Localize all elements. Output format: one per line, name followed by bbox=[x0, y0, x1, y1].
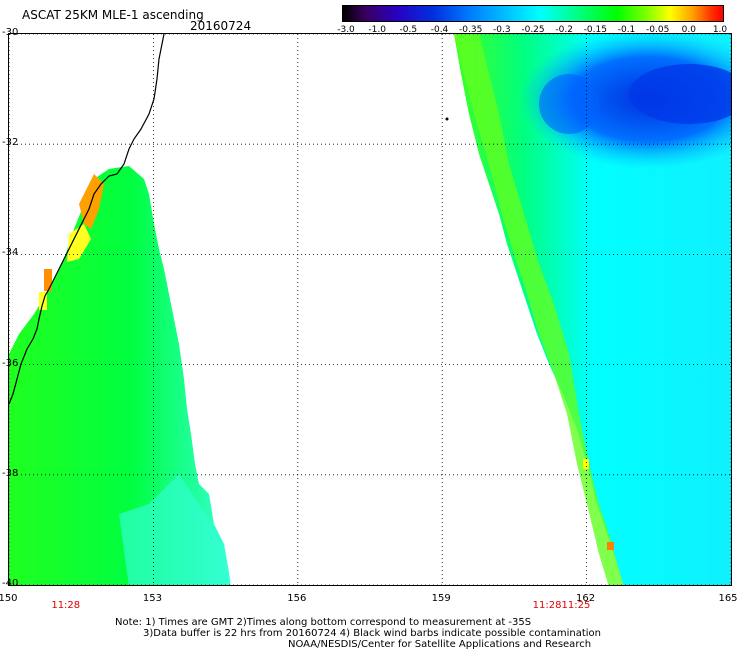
map-panel bbox=[8, 33, 732, 586]
colorbar-tick-label: -0.05 bbox=[646, 25, 670, 35]
product-title: ASCAT 25KM MLE-1 ascending bbox=[22, 8, 204, 22]
pass-time-label: 11:25 bbox=[561, 600, 591, 611]
swath-east bbox=[454, 34, 731, 585]
longitude-tick-label: 150 bbox=[0, 593, 18, 604]
latitude-tick-label: -32 bbox=[2, 137, 19, 149]
colorbar-tick-label: -0.1 bbox=[617, 25, 636, 35]
swath-east-yellow-pixel bbox=[583, 459, 589, 469]
colorbar-tick-label: -0.4 bbox=[430, 25, 449, 35]
colorbar-tick-label: -0.2 bbox=[555, 25, 573, 35]
swath-west-coast-orange-2 bbox=[44, 269, 52, 291]
colorbar-tick-label: 1.0 bbox=[712, 25, 728, 35]
latitude-tick-label: -36 bbox=[2, 357, 19, 369]
colorbar-tick-label: -0.25 bbox=[521, 25, 545, 35]
colorbar-tick-label: -3.0 bbox=[337, 25, 355, 35]
note-line-3: NOAA/NESDIS/Center for Satellite Applica… bbox=[288, 639, 592, 650]
longitude-tick-label: 156 bbox=[287, 593, 307, 604]
island-marker bbox=[445, 117, 449, 121]
swath-east-blue-patch bbox=[539, 74, 599, 134]
swath-east-edge bbox=[454, 34, 624, 585]
pass-time-label: 11:28 bbox=[532, 600, 562, 611]
swath-west-cyan bbox=[119, 474, 229, 585]
note-line-1: Note: 1) Times are GMT 2)Times along bot… bbox=[115, 617, 532, 628]
longitude-tick-label: 162 bbox=[576, 593, 596, 604]
colorbar-tick-label: -0.5 bbox=[399, 25, 418, 35]
colorbar-tick-label: -0.15 bbox=[583, 25, 607, 35]
swath-west-coast-yellow bbox=[67, 224, 91, 262]
swath-east-blue-inner bbox=[629, 64, 731, 124]
map-canvas bbox=[9, 34, 731, 585]
latitude-tick-label: -30 bbox=[2, 27, 19, 38]
colorbar bbox=[342, 5, 724, 22]
graticule bbox=[9, 34, 731, 585]
product-date: 20160724 bbox=[190, 19, 252, 33]
colorbar-tick-label: 0.0 bbox=[681, 25, 696, 35]
colorbar-tick-label: -0.35 bbox=[459, 25, 483, 35]
longitude-tick-label: 159 bbox=[431, 593, 451, 604]
longitude-tick-label: 153 bbox=[142, 593, 162, 604]
swath-east-orange-pixel bbox=[607, 542, 614, 550]
pass-time-label: 11:28 bbox=[51, 600, 81, 611]
latitude-tick-label: -38 bbox=[2, 467, 19, 479]
note-line-2: 3)Data buffer is 22 hrs from 20160724 4)… bbox=[143, 628, 601, 639]
coastline bbox=[9, 34, 165, 405]
colorbar-tick-label: -1.0 bbox=[368, 25, 386, 35]
latitude-tick-label: -40 bbox=[2, 578, 19, 589]
colorbar-tick-label: -0.3 bbox=[493, 25, 511, 35]
longitude-tick-label: 165 bbox=[718, 593, 738, 604]
latitude-tick-label: -34 bbox=[2, 247, 19, 259]
